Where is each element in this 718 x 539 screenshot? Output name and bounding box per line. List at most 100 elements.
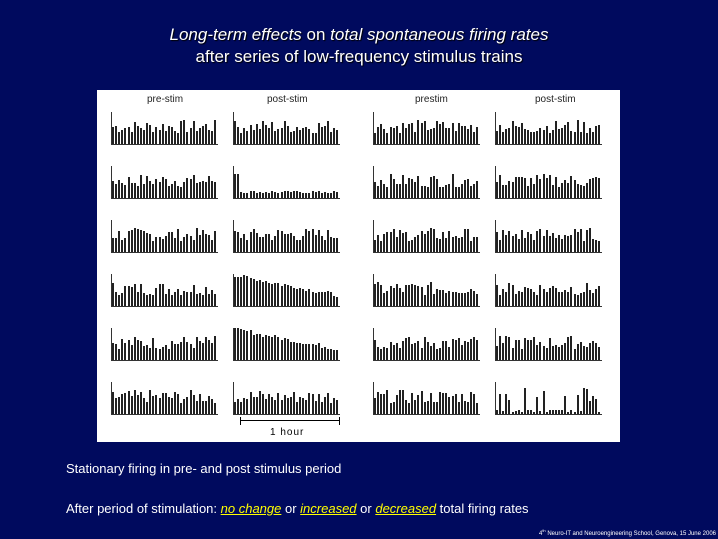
- histogram-bar: [133, 337, 136, 360]
- histogram-bar: [255, 233, 258, 252]
- histogram-bar: [333, 128, 336, 144]
- histogram-bar: [423, 186, 426, 198]
- histogram-bar: [330, 403, 333, 414]
- histogram-bar: [439, 187, 442, 198]
- histogram-bar: [336, 238, 339, 252]
- histogram-bar: [576, 184, 579, 198]
- histogram-bar: [323, 347, 326, 360]
- histogram-bar: [505, 185, 508, 198]
- histogram-bar: [536, 231, 539, 252]
- histogram-bar: [523, 287, 526, 306]
- histogram-bar: [201, 230, 204, 252]
- histogram-bar: [395, 126, 398, 144]
- histogram-bar: [252, 191, 255, 198]
- histogram-bar: [592, 178, 595, 198]
- histogram-bar: [589, 128, 591, 144]
- histogram-bar: [296, 191, 298, 198]
- histogram-bar: [439, 124, 442, 144]
- histogram-bar: [589, 290, 591, 306]
- histogram-bar: [198, 235, 201, 252]
- scale-bar-label: 1 hour: [270, 427, 305, 438]
- histogram-bar: [115, 184, 118, 198]
- histogram-bar: [582, 388, 585, 414]
- histogram-panel: [101, 376, 219, 426]
- histogram-bar: [401, 292, 404, 306]
- or-text-1: or: [281, 501, 301, 516]
- histogram-bar: [467, 229, 469, 252]
- histogram-bar: [198, 394, 201, 414]
- histogram-bar: [164, 179, 167, 198]
- histogram-panel: [485, 322, 603, 372]
- histogram-bar: [579, 132, 582, 144]
- histogram-bar: [502, 230, 505, 252]
- histogram-bar: [377, 235, 380, 252]
- histogram-bar: [576, 395, 579, 414]
- histogram-bar: [383, 129, 386, 144]
- histogram-bar: [558, 410, 560, 414]
- histogram-bar: [130, 345, 133, 360]
- histogram-bar: [115, 126, 118, 144]
- histogram-bar: [320, 193, 323, 198]
- histogram-bar: [432, 402, 435, 414]
- histogram-bar: [392, 229, 395, 252]
- histogram-bar: [408, 178, 411, 198]
- histogram-bar: [570, 176, 573, 198]
- histogram-bar: [451, 237, 454, 252]
- histogram-bar: [451, 174, 454, 198]
- histogram-bar: [417, 235, 420, 252]
- histogram-bar: [401, 233, 404, 252]
- histogram-bar: [317, 292, 320, 306]
- histogram-bar: [252, 229, 255, 252]
- histogram-bar: [274, 335, 277, 360]
- histogram-bar: [311, 133, 314, 144]
- histogram-bar: [158, 237, 161, 252]
- histogram-bar: [167, 232, 170, 252]
- histogram-bar: [155, 395, 158, 414]
- histogram-bar: [405, 184, 407, 198]
- histogram-bar: [174, 344, 176, 360]
- histogram-plot-area: [373, 166, 480, 199]
- histogram-bar: [164, 294, 167, 306]
- histogram-bar: [548, 410, 551, 414]
- histogram-bar: [130, 132, 133, 144]
- histogram-bar: [527, 410, 529, 414]
- line2-suffix: total firing rates: [436, 501, 529, 516]
- histogram-bar: [314, 192, 317, 198]
- histogram-bar: [502, 185, 505, 198]
- histogram-bar: [558, 129, 560, 144]
- histogram-bar: [467, 129, 469, 144]
- histogram-bar: [286, 339, 289, 360]
- histogram-bar: [201, 401, 204, 414]
- histogram-bar: [240, 277, 243, 306]
- histogram-bar: [405, 285, 407, 306]
- histogram-bar: [426, 130, 429, 144]
- histogram-bar: [558, 347, 560, 360]
- histogram-bar: [448, 184, 451, 198]
- histogram-bar: [189, 128, 192, 144]
- histogram-bar: [277, 393, 280, 414]
- histogram-bar: [514, 294, 517, 306]
- histogram-bar: [417, 395, 420, 414]
- histogram-bar: [445, 128, 448, 144]
- histogram-bar: [405, 232, 407, 252]
- histogram-bar: [551, 185, 554, 198]
- histogram-bar: [124, 343, 127, 360]
- histogram-panel: [485, 106, 603, 156]
- histogram-bar: [511, 348, 514, 360]
- histogram-bar: [280, 286, 283, 306]
- histogram-bar: [149, 125, 152, 144]
- histogram-bar: [561, 183, 564, 198]
- histogram-bar: [502, 132, 505, 144]
- histogram-bar: [271, 337, 274, 360]
- histogram-bar: [429, 228, 432, 252]
- histogram-panel: [223, 106, 341, 156]
- histogram-plot-area: [111, 382, 218, 415]
- histogram-bar: [570, 235, 573, 252]
- histogram-bar: [136, 126, 139, 144]
- histogram-bar: [585, 230, 588, 252]
- histogram-bar: [511, 121, 514, 144]
- histogram-bar: [268, 336, 271, 360]
- histogram-bar: [195, 401, 198, 414]
- histogram-bar: [517, 410, 520, 414]
- histogram-bar: [112, 181, 114, 198]
